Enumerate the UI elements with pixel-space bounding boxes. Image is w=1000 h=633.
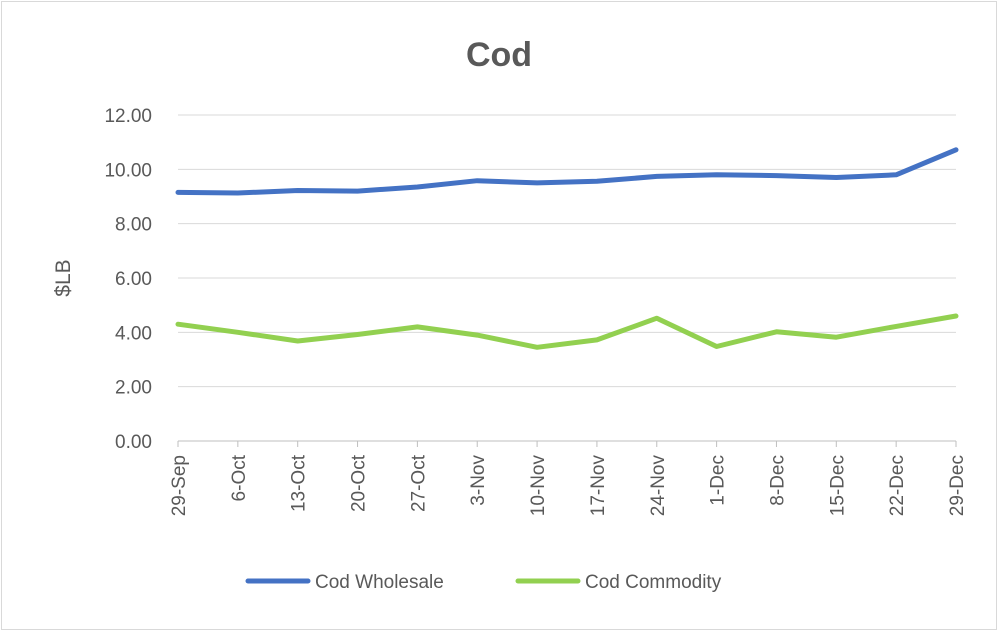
y-tick-label: 8.00 (115, 215, 152, 236)
y-tick-label: 12.00 (104, 106, 152, 127)
x-tick-label: 15-Dec (827, 455, 848, 516)
x-tick-label: 29-Dec (947, 455, 968, 516)
y-tick-label: 10.00 (104, 160, 152, 181)
gridlines (178, 114, 956, 442)
legend-label: Cod Wholesale (315, 572, 444, 593)
y-tick-label: 4.00 (115, 323, 152, 344)
y-tick-label: 0.00 (115, 432, 152, 453)
chart-title: Cod (466, 36, 532, 74)
x-tick-label: 6-Oct (229, 454, 250, 501)
x-tick-label: 22-Dec (887, 455, 908, 516)
x-tick-label: 27-Oct (408, 454, 429, 512)
x-tick-label: 8-Dec (767, 455, 788, 506)
x-tick-label: 13-Oct (289, 454, 310, 512)
x-axis-tick-labels: 29-Sep 6-Oct 13-Oct 20-Oct 27-Oct 3-Nov 10-Nov… (169, 441, 968, 516)
legend: Cod Wholesale Cod Commodity (245, 572, 722, 593)
x-tick-label: 1-Dec (708, 455, 729, 506)
x-tick-label: 20-Oct (349, 454, 370, 512)
x-tick-label: 24-Nov (648, 455, 669, 517)
y-axis-title: $LB (52, 259, 75, 296)
x-tick-label: 10-Nov (528, 455, 549, 517)
x-tick-label: 29-Sep (169, 455, 190, 516)
y-tick-label: 6.00 (115, 269, 152, 290)
x-tick-label: 17-Nov (588, 455, 609, 517)
legend-label: Cod Commodity (585, 572, 722, 593)
series-line-cod-wholesale (175, 147, 959, 196)
series-lines (175, 147, 959, 350)
y-tick-label: 2.00 (115, 378, 152, 399)
series-line-cod-commodity (175, 313, 959, 350)
y-axis-tick-labels: 0.00 2.00 4.00 6.00 8.00 10.00 12.00 (104, 106, 152, 453)
x-tick-label: 3-Nov (468, 455, 489, 506)
